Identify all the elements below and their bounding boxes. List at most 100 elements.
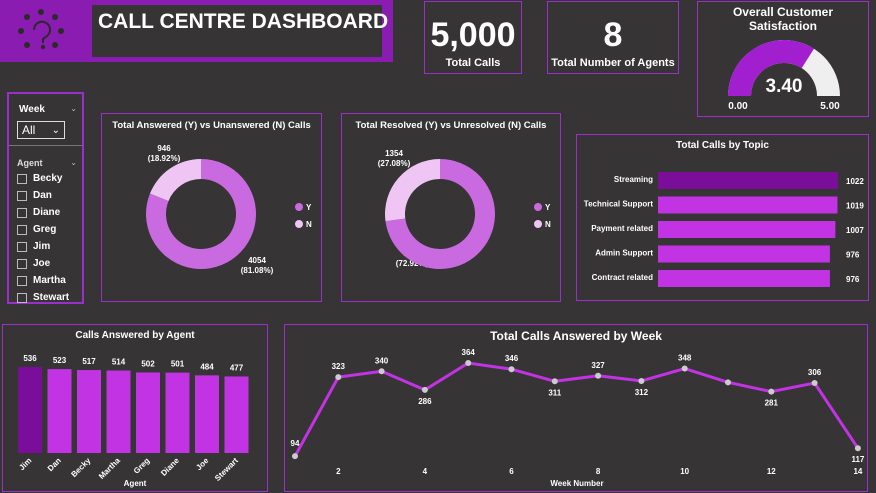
data-label: 976	[846, 275, 860, 284]
tick-label: 8	[596, 467, 601, 476]
data-label: (27.08%)	[378, 159, 411, 168]
data-label: 484	[200, 362, 214, 371]
gauge-max: 5.00	[820, 101, 840, 112]
tick-label: 2	[336, 467, 341, 476]
tick-label: Dan	[46, 456, 63, 473]
legend-label-n: N	[306, 220, 312, 229]
data-label: 1007	[846, 226, 864, 235]
tick-label: Stewart	[213, 456, 240, 483]
agent-option[interactable]: Diane	[9, 204, 82, 221]
checkbox[interactable]	[17, 292, 27, 303]
agent-bar	[18, 367, 42, 453]
agent-option-label: Dan	[33, 190, 52, 201]
legend-label-y: Y	[545, 203, 551, 212]
checkbox[interactable]	[17, 241, 27, 252]
weekly-chart-title: Total Calls Answered by Week	[490, 329, 662, 343]
agent-chart-title: Calls Answered by Agent	[75, 330, 195, 341]
agent-bar-chart: Agent 536 Jim 523 Dan 517 Becky 514 Martha 502 Gr…	[17, 354, 249, 488]
agent-option[interactable]: Greg	[9, 221, 82, 238]
agent-option-label: Diane	[33, 207, 61, 218]
agent-bar	[106, 370, 131, 453]
topic-chart-card: Total Calls by Topic Streaming 1022 Techni…	[576, 134, 869, 301]
weekly-line-chart: Week Number 9432334028636434631132731234…	[291, 348, 865, 488]
agent-option[interactable]: Dan	[9, 187, 82, 204]
topic-bar	[658, 245, 830, 263]
x-axis-label: Agent	[124, 479, 147, 488]
data-label: 306	[808, 368, 822, 377]
data-point	[378, 368, 385, 375]
tick-label: Technical Support	[584, 200, 654, 209]
data-label: 1354	[385, 149, 403, 158]
data-point	[595, 372, 602, 379]
donut-slice-y	[146, 159, 256, 269]
agent-chart-card: Calls Answered by Agent Agent 536 Jim 523 D…	[2, 324, 268, 492]
data-label: (18.92%)	[148, 154, 181, 163]
title-panel	[92, 5, 382, 57]
data-point	[508, 366, 515, 373]
data-label: 327	[591, 361, 605, 370]
legend-marker-y	[534, 203, 542, 211]
data-label: 312	[635, 388, 649, 397]
topic-bar	[658, 196, 838, 214]
resolved-chart-card: Total Resolved (Y) vs Unresolved (N) Cal…	[341, 113, 561, 302]
checkbox[interactable]	[17, 258, 27, 269]
agent-option[interactable]: Jim	[9, 238, 82, 255]
slicer-panel: Week ⌄ All ⌄ Agent ⌄ Becky Dan Diane Gre…	[7, 92, 84, 304]
data-label: 946	[157, 144, 171, 153]
checkbox[interactable]	[17, 207, 27, 218]
data-label: 4054	[248, 256, 266, 265]
checkbox[interactable]	[17, 190, 27, 201]
data-label: 976	[846, 251, 860, 260]
data-label: 523	[53, 356, 67, 365]
gauge-fill	[728, 39, 815, 96]
data-label: 1022	[846, 177, 864, 186]
data-label: 477	[230, 363, 244, 372]
checkbox[interactable]	[17, 173, 27, 184]
data-label: 348	[678, 354, 692, 363]
donut-slice-n	[385, 159, 440, 222]
donut-slice-n	[149, 159, 201, 201]
agent-option-label: Becky	[33, 173, 63, 184]
week-slicer-header: Week ⌄	[9, 94, 82, 115]
chevron-down-icon: ⌄	[70, 104, 77, 113]
agent-bar	[136, 372, 160, 453]
week-dropdown[interactable]: All ⌄	[17, 121, 65, 139]
tick-label: Admin Support	[595, 249, 653, 258]
data-point	[551, 378, 558, 385]
tick-label: Becky	[69, 456, 92, 479]
tick-label: 10	[680, 467, 689, 476]
agent-option-label: Stewart	[33, 292, 70, 303]
agent-option-label: Martha	[33, 275, 66, 286]
resolved-donut-chart: 1354 (27.08%) 3646 (72.92%) Y N	[378, 149, 551, 269]
data-point	[292, 453, 298, 460]
checkbox[interactable]	[17, 275, 27, 286]
data-label: 517	[82, 357, 96, 366]
agent-option[interactable]: Joe	[9, 255, 82, 272]
page-title: CALL CENTRE DASHBOARD	[98, 10, 389, 33]
data-point	[768, 388, 775, 395]
data-label: 514	[112, 358, 126, 367]
agent-bar	[47, 369, 72, 453]
checkbox[interactable]	[17, 224, 27, 235]
data-label: (81.08%)	[241, 266, 274, 275]
agent-slicer-header: Agent ⌄	[9, 145, 82, 168]
answered-chart-title: Total Answered (Y) vs Unanswered (N) Cal…	[112, 120, 311, 131]
data-point	[854, 445, 861, 452]
agent-option[interactable]: Martha	[9, 272, 82, 289]
agent-bar	[165, 372, 190, 453]
data-label: 501	[171, 360, 185, 369]
data-point	[681, 365, 688, 372]
tick-label: Greg	[132, 456, 152, 476]
satisfaction-card: Overall Customer Satisfaction 3.40 0.00 …	[697, 1, 869, 117]
weekly-chart-card: Total Calls Answered by Week Week Number…	[284, 324, 868, 492]
agent-option[interactable]: Stewart	[9, 289, 82, 306]
topic-bar	[658, 221, 836, 238]
chevron-down-icon: ⌄	[51, 124, 60, 136]
topic-bar	[658, 270, 830, 287]
tick-label: Diane	[159, 456, 181, 478]
support-network-icon	[12, 6, 70, 56]
data-label: 536	[23, 354, 37, 363]
agents-value: 8	[603, 16, 623, 54]
agent-option[interactable]: Becky	[9, 170, 82, 187]
topic-bar	[658, 172, 838, 189]
